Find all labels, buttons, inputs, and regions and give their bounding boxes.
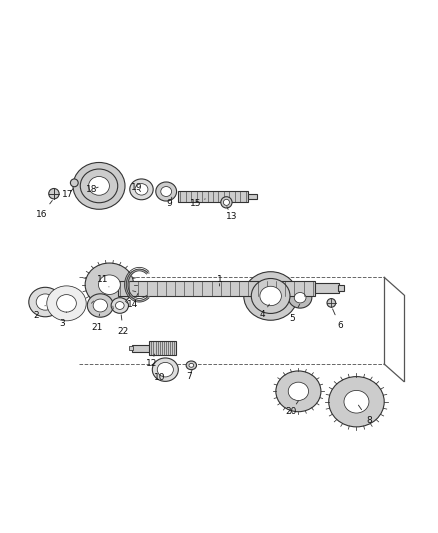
Text: 17: 17 [62, 189, 74, 199]
Text: 5: 5 [289, 304, 299, 323]
Circle shape [326, 298, 335, 307]
Ellipse shape [152, 358, 178, 382]
Ellipse shape [186, 361, 196, 370]
Ellipse shape [80, 169, 117, 203]
Ellipse shape [188, 364, 193, 367]
Text: 12: 12 [146, 354, 157, 368]
Text: 1: 1 [216, 275, 222, 286]
Text: 11: 11 [96, 275, 109, 287]
Ellipse shape [51, 290, 81, 317]
Ellipse shape [98, 275, 120, 294]
Ellipse shape [130, 179, 153, 200]
Text: 6: 6 [332, 309, 342, 330]
Text: 19: 19 [130, 183, 142, 192]
Circle shape [49, 189, 59, 199]
Ellipse shape [259, 286, 281, 306]
Bar [149, 341, 176, 356]
Circle shape [223, 199, 229, 205]
Bar [247, 193, 257, 199]
Text: 4: 4 [259, 304, 269, 319]
Text: 3: 3 [60, 312, 66, 328]
Bar [129, 346, 133, 350]
Ellipse shape [88, 176, 109, 195]
Ellipse shape [36, 294, 54, 310]
Text: 16: 16 [36, 200, 52, 219]
Bar [314, 283, 338, 293]
Ellipse shape [288, 382, 308, 400]
Ellipse shape [243, 272, 297, 320]
Text: 18: 18 [86, 185, 98, 194]
Text: 2: 2 [34, 305, 45, 320]
Circle shape [70, 179, 78, 187]
Ellipse shape [343, 390, 368, 413]
Text: 14: 14 [127, 293, 138, 309]
Ellipse shape [155, 182, 176, 201]
Text: 15: 15 [190, 199, 205, 208]
Text: 20: 20 [285, 401, 298, 416]
Ellipse shape [73, 163, 125, 209]
Ellipse shape [47, 286, 86, 321]
Ellipse shape [288, 287, 311, 308]
Bar [178, 191, 247, 202]
Ellipse shape [111, 298, 128, 313]
Bar [132, 344, 150, 352]
Ellipse shape [85, 263, 134, 306]
Text: 21: 21 [92, 314, 103, 332]
Ellipse shape [328, 377, 383, 427]
Bar [117, 281, 314, 295]
Text: 8: 8 [357, 405, 371, 425]
Ellipse shape [115, 302, 124, 310]
Circle shape [220, 197, 232, 208]
Text: 9: 9 [166, 197, 172, 208]
Ellipse shape [29, 287, 62, 317]
Ellipse shape [293, 293, 305, 303]
Ellipse shape [135, 184, 148, 195]
Ellipse shape [275, 371, 320, 411]
Text: 7: 7 [186, 370, 192, 381]
Ellipse shape [160, 187, 171, 197]
Ellipse shape [157, 362, 173, 377]
Text: 22: 22 [117, 315, 129, 336]
Text: 13: 13 [226, 207, 237, 221]
Ellipse shape [251, 279, 290, 313]
Ellipse shape [57, 295, 76, 312]
Bar [337, 285, 343, 291]
Ellipse shape [93, 299, 107, 312]
Text: 10: 10 [154, 374, 165, 382]
Ellipse shape [87, 294, 113, 317]
